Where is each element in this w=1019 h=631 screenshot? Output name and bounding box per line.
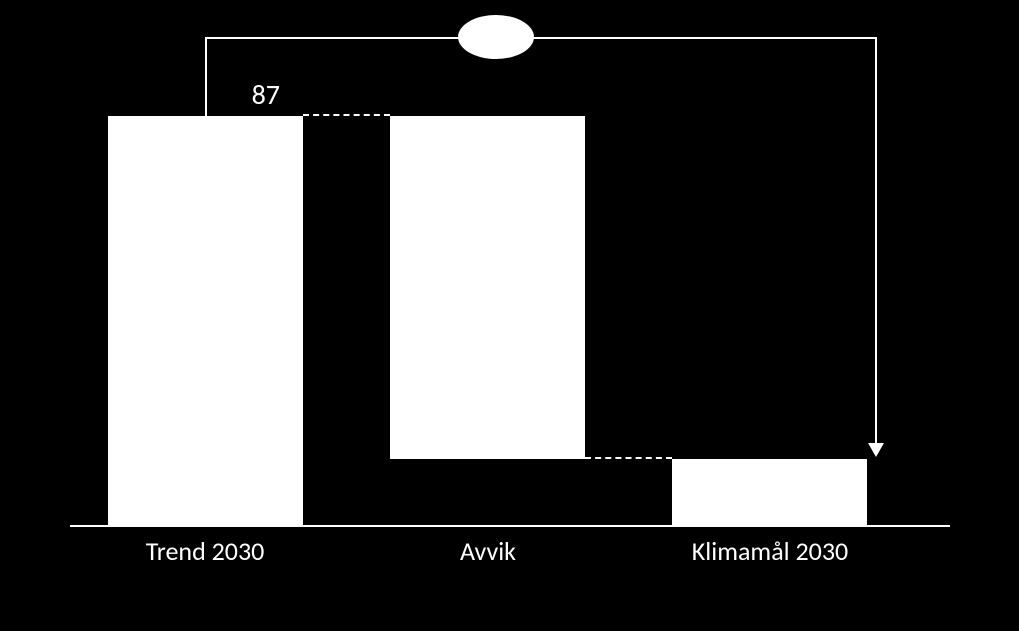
label-avvik: Avvik bbox=[358, 535, 618, 567]
x-axis bbox=[70, 525, 950, 527]
bracket-top bbox=[205, 37, 877, 39]
callout-ellipse bbox=[458, 15, 534, 59]
dashed-connector-top bbox=[303, 114, 390, 116]
value-text: 87 bbox=[252, 77, 280, 112]
category-label-2: Klimamål 2030 bbox=[692, 535, 848, 567]
chart-area: 87 Trend 2030 Avvik Klimamål 2030 bbox=[70, 55, 950, 575]
label-klimamal-2030: Klimamål 2030 bbox=[640, 535, 900, 567]
value-label-87: 87 bbox=[220, 77, 280, 112]
label-trend-2030: Trend 2030 bbox=[75, 535, 335, 567]
category-label-1: Avvik bbox=[460, 535, 516, 567]
bracket-right-vertical bbox=[875, 37, 877, 445]
bar-klimamal-2030 bbox=[672, 459, 867, 525]
arrow-head-icon bbox=[868, 443, 884, 457]
category-label-0: Trend 2030 bbox=[146, 535, 265, 567]
bracket-left-vertical bbox=[205, 37, 207, 116]
bar-avvik bbox=[390, 116, 585, 459]
bar-trend-2030 bbox=[108, 116, 303, 525]
dashed-connector-bottom bbox=[585, 457, 672, 459]
